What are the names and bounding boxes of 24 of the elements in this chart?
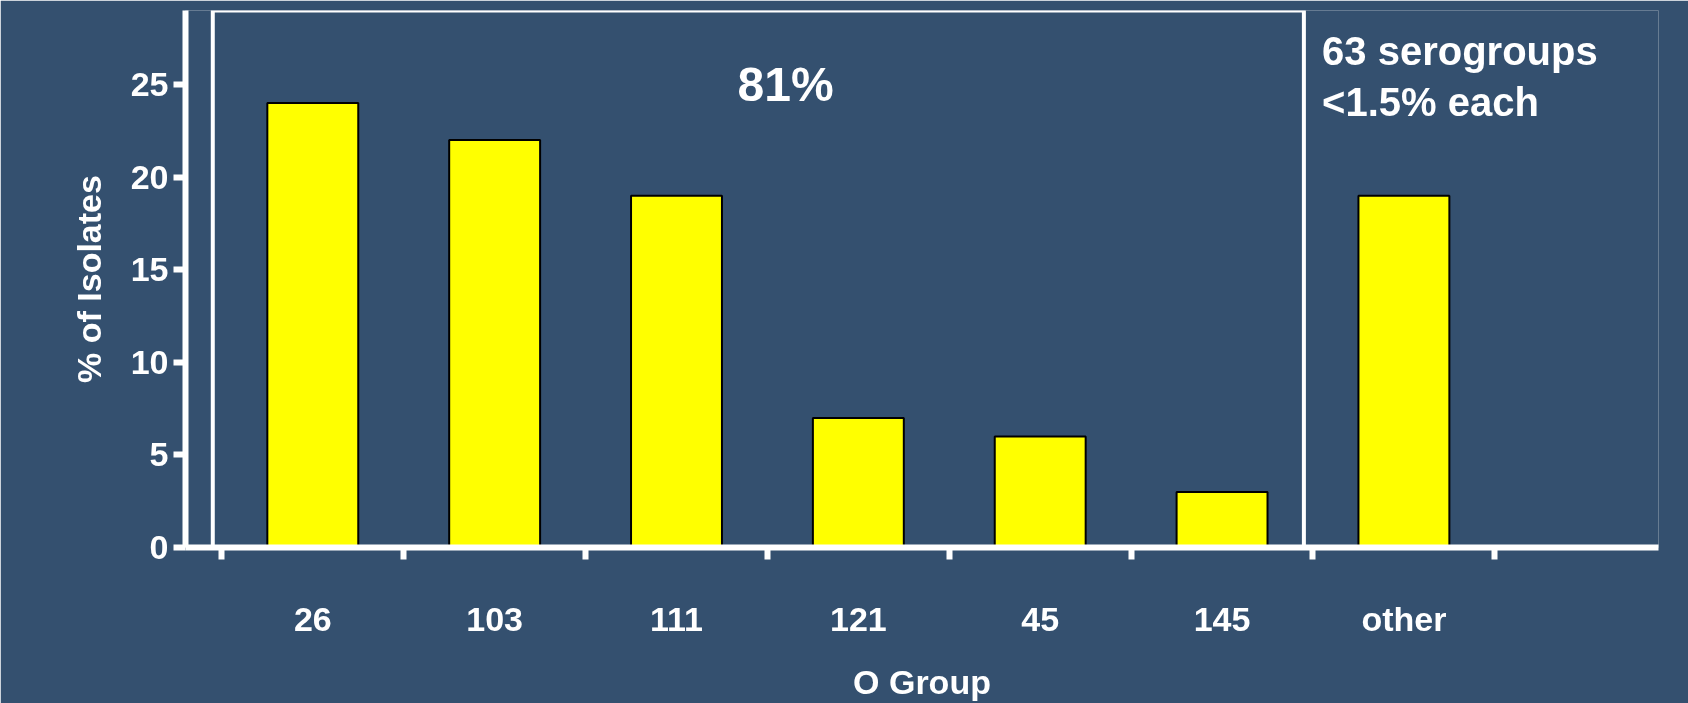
x-axis-title: O Group (853, 662, 991, 701)
y-tick-label: 25 (130, 65, 169, 104)
bar (993, 435, 1087, 548)
bar (266, 102, 360, 548)
bar (811, 416, 905, 548)
x-tick-label: 145 (1193, 599, 1251, 638)
y-tick-label: 0 (149, 528, 169, 566)
y-tick-label: 10 (130, 342, 169, 381)
bar (1175, 490, 1269, 548)
y-axis-title: % of Isolates (69, 175, 108, 383)
bar (1357, 194, 1451, 548)
y-tick-label: 20 (130, 157, 169, 196)
x-tick-label: 45 (1021, 599, 1060, 638)
x-tick-label: 103 (466, 599, 524, 638)
x-tick-label: other (1361, 599, 1447, 638)
annotation: 63 serogroups <1.5% each (1322, 29, 1598, 124)
y-tick-label: 15 (130, 250, 169, 289)
bar (630, 194, 723, 548)
x-tick-label: 121 (829, 599, 887, 638)
annotation: 81% (737, 58, 834, 112)
x-tick-label: 26 (293, 599, 332, 638)
bar (448, 139, 542, 548)
x-tick-label: 111 (650, 599, 703, 638)
y-tick-label: 5 (149, 435, 169, 474)
